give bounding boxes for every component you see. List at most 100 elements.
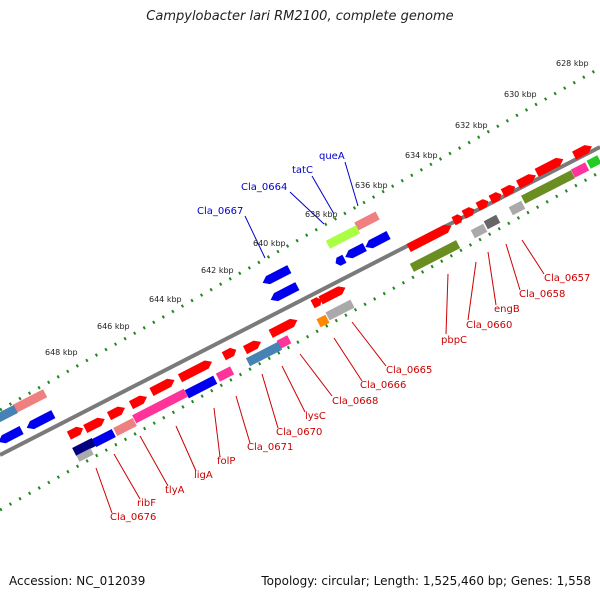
gene-feature-box[interactable] — [72, 437, 96, 457]
leader-line — [213, 407, 221, 458]
reverse-gene-arrow[interactable] — [333, 254, 347, 268]
gene-label-Cla_0671[interactable]: Cla_0671 — [247, 442, 293, 453]
leader-line — [344, 161, 359, 207]
gene-label-tlyA[interactable]: tlyA — [165, 485, 185, 496]
reverse-gene-arrow[interactable] — [363, 231, 391, 251]
gene-feature-box[interactable] — [215, 366, 235, 382]
inner-tick-ring — [0, 170, 600, 512]
reverse-gene-arrow[interactable] — [269, 282, 300, 304]
gene-label-Cla_0658[interactable]: Cla_0658 — [519, 289, 565, 300]
gene-feature-box[interactable] — [316, 314, 330, 328]
reverse-gene-arrow[interactable] — [261, 265, 292, 287]
gene-label-engB[interactable]: engB — [494, 304, 520, 315]
leader-line — [333, 337, 363, 382]
forward-gene-arrow[interactable] — [451, 213, 464, 226]
kbp-label: 640 kbp — [253, 239, 286, 248]
gene-feature-box[interactable] — [586, 155, 600, 169]
forward-gene-arrow[interactable] — [149, 376, 176, 396]
forward-gene-arrow[interactable] — [406, 222, 454, 252]
kbp-label: 648 kbp — [45, 348, 78, 357]
forward-gene-arrow[interactable] — [268, 316, 300, 338]
forward-gene-arrow[interactable] — [475, 197, 491, 211]
forward-gene-arrow[interactable] — [572, 142, 594, 160]
leader-line — [311, 175, 335, 215]
gene-label-Cla_0667[interactable]: Cla_0667 — [197, 206, 243, 217]
gene-feature-box[interactable] — [113, 417, 137, 437]
forward-gene-arrow[interactable] — [500, 183, 518, 198]
kbp-label: 636 kbp — [355, 181, 388, 190]
gene-feature-box[interactable] — [325, 299, 355, 321]
gene-label-folP[interactable]: folP — [217, 456, 235, 467]
leader-lines — [95, 161, 545, 514]
gene-label-Cla_0668[interactable]: Cla_0668 — [332, 396, 378, 407]
gene-label-pbpC[interactable]: pbpC — [441, 335, 467, 346]
gene-label-Cla_0660[interactable]: Cla_0660 — [466, 320, 512, 331]
gene-label-Cla_0666[interactable]: Cla_0666 — [360, 380, 406, 391]
leader-line — [244, 215, 266, 259]
gene-feature-box[interactable] — [132, 388, 188, 424]
forward-gene-arrow[interactable] — [66, 424, 85, 440]
gene-feature-box[interactable] — [483, 214, 501, 230]
leader-line — [261, 373, 279, 429]
forward-gene-arrow[interactable] — [516, 171, 538, 189]
gene-label-ribF[interactable]: ribF — [137, 498, 156, 509]
gene-feature-box[interactable] — [184, 375, 218, 399]
leader-line — [289, 191, 325, 225]
gene-features — [0, 142, 600, 462]
gene-feature-box[interactable] — [92, 428, 116, 448]
gene-feature-box[interactable] — [354, 211, 380, 231]
kbp-label: 628 kbp — [556, 59, 589, 68]
map-title: Campylobacter lari RM2100, complete geno… — [146, 9, 454, 24]
forward-gene-arrow[interactable] — [106, 404, 127, 421]
kbp-label: 634 kbp — [405, 151, 438, 160]
forward-gene-arrow[interactable] — [461, 205, 477, 219]
gene-label-Cla_0657[interactable]: Cla_0657 — [544, 273, 590, 284]
reverse-gene-arrow[interactable] — [25, 410, 56, 432]
leader-line — [505, 243, 521, 291]
leader-line — [351, 321, 387, 367]
gene-feature-box[interactable] — [470, 223, 488, 239]
gene-feature-box[interactable] — [570, 162, 590, 178]
gene-feature-box[interactable] — [276, 335, 292, 349]
kbp-label: 638 kbp — [305, 210, 338, 219]
genome-stats-text: Topology: circular; Length: 1,525,460 bp… — [261, 574, 591, 588]
gene-feature-box[interactable] — [0, 404, 18, 424]
kbp-label: 632 kbp — [455, 121, 488, 130]
gene-label-Cla_0664[interactable]: Cla_0664 — [241, 182, 287, 193]
gene-feature-box[interactable] — [508, 200, 526, 216]
leader-line — [235, 395, 251, 444]
gene-label-queA[interactable]: queA — [319, 151, 345, 162]
kbp-label: 644 kbp — [149, 295, 182, 304]
gene-feature-box[interactable] — [325, 225, 361, 249]
gene-label-Cla_0670[interactable]: Cla_0670 — [276, 427, 322, 438]
gene-label-lysC[interactable]: lysC — [305, 411, 326, 422]
gene-label-tatC[interactable]: tatC — [292, 165, 313, 176]
leader-line — [521, 239, 545, 275]
leader-line — [281, 365, 306, 413]
gene-feature-box[interactable] — [409, 240, 461, 272]
forward-gene-arrow[interactable] — [242, 338, 263, 355]
forward-gene-arrow[interactable] — [534, 155, 566, 177]
gene-feature-box[interactable] — [245, 341, 283, 367]
forward-gene-arrow[interactable] — [128, 393, 149, 410]
forward-gene-arrow[interactable] — [488, 190, 504, 204]
gene-feature-box[interactable] — [521, 170, 575, 204]
outer-tick-ring — [0, 66, 600, 412]
forward-gene-arrow[interactable] — [318, 284, 347, 305]
gene-label-ligA[interactable]: ligA — [194, 470, 213, 481]
forward-gene-arrow[interactable] — [221, 346, 239, 361]
leader-line — [299, 353, 333, 397]
forward-gene-arrow[interactable] — [177, 358, 214, 383]
kbp-label: 642 kbp — [201, 266, 234, 275]
reverse-gene-arrow[interactable] — [343, 242, 367, 261]
leader-line — [445, 273, 449, 335]
leader-line — [467, 261, 477, 321]
reverse-gene-arrow[interactable] — [0, 426, 24, 446]
gene-label-Cla_0665[interactable]: Cla_0665 — [386, 365, 432, 376]
gene-feature-box[interactable] — [12, 389, 48, 413]
gene-feature-box[interactable] — [76, 448, 94, 462]
gene-label-Cla_0676[interactable]: Cla_0676 — [110, 512, 156, 523]
forward-gene-arrow[interactable] — [83, 415, 107, 434]
forward-gene-arrow[interactable] — [310, 296, 323, 309]
